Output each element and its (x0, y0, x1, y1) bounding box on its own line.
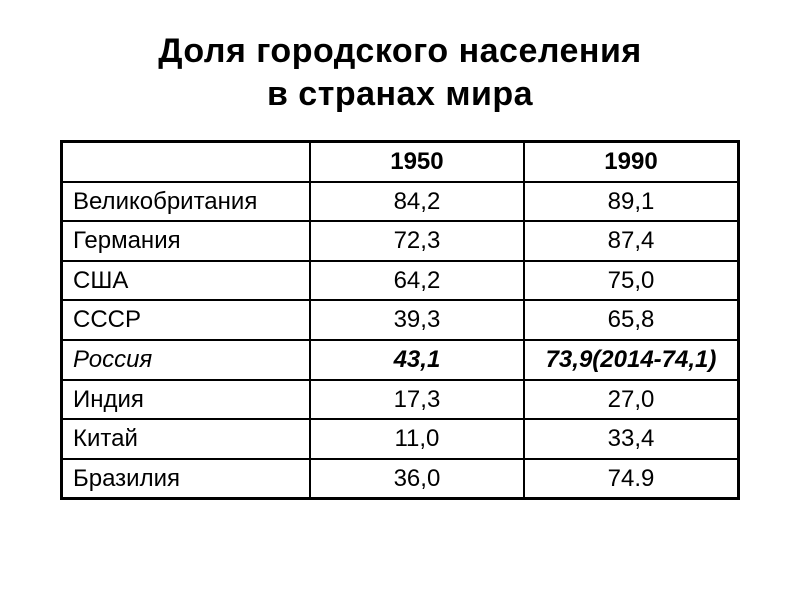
table-row: Китай 11,0 33,4 (62, 419, 739, 459)
country-cell: Великобритания (62, 182, 310, 222)
value-1990: 74.9 (524, 459, 739, 499)
value-1950: 11,0 (310, 419, 524, 459)
value-1990: 27,0 (524, 380, 739, 420)
country-cell: СССР (62, 300, 310, 340)
value-1990: 75,0 (524, 261, 739, 301)
value-1950: 43,1 (310, 340, 524, 380)
table-row: Великобритания 84,2 89,1 (62, 182, 739, 222)
value-1990: 33,4 (524, 419, 739, 459)
value-1990: 87,4 (524, 221, 739, 261)
header-1990: 1990 (524, 142, 739, 182)
header-country (62, 142, 310, 182)
country-cell: Россия (62, 340, 310, 380)
table-header-row: 1950 1990 (62, 142, 739, 182)
table-row: Германия 72,3 87,4 (62, 221, 739, 261)
table-row: Индия 17,3 27,0 (62, 380, 739, 420)
value-1990: 65,8 (524, 300, 739, 340)
table-row: СССР 39,3 65,8 (62, 300, 739, 340)
header-1950: 1950 (310, 142, 524, 182)
value-1950: 72,3 (310, 221, 524, 261)
country-cell: Индия (62, 380, 310, 420)
value-1950: 64,2 (310, 261, 524, 301)
country-cell: Китай (62, 419, 310, 459)
title-line-2: в странах мира (267, 75, 533, 113)
value-1950: 17,3 (310, 380, 524, 420)
value-1950: 84,2 (310, 182, 524, 222)
country-cell: США (62, 261, 310, 301)
slide-title: Доля городского населения в странах мира (50, 30, 750, 115)
table-container: 1950 1990 Великобритания 84,2 89,1 Герма… (60, 140, 740, 500)
value-1990: 89,1 (524, 182, 739, 222)
country-cell: Германия (62, 221, 310, 261)
value-1950: 39,3 (310, 300, 524, 340)
slide: Доля городского населения в странах мира… (0, 0, 800, 600)
urban-population-table: 1950 1990 Великобритания 84,2 89,1 Герма… (60, 140, 740, 500)
value-1950: 36,0 (310, 459, 524, 499)
table-row: Бразилия 36,0 74.9 (62, 459, 739, 499)
country-cell: Бразилия (62, 459, 310, 499)
title-line-1: Доля городского населения (158, 32, 641, 70)
table-row: Россия 43,1 73,9(2014-74,1) (62, 340, 739, 380)
table-row: США 64,2 75,0 (62, 261, 739, 301)
value-1990: 73,9(2014-74,1) (524, 340, 739, 380)
